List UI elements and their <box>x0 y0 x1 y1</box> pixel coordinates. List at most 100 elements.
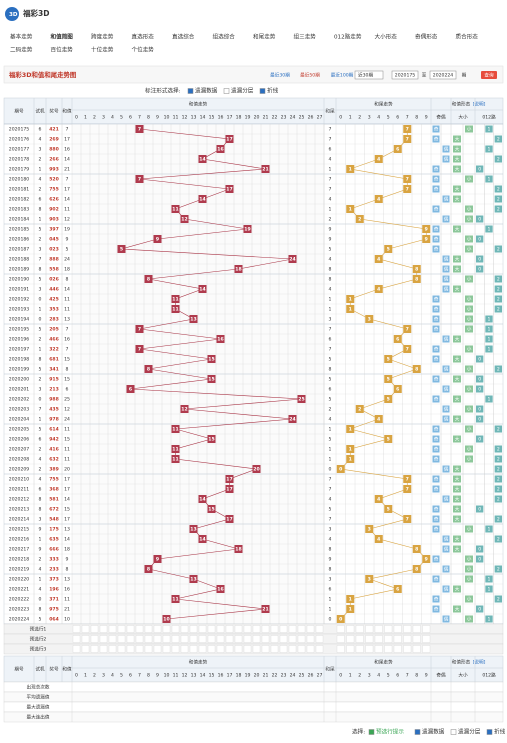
preselect-cell[interactable] <box>374 625 383 633</box>
checkbox[interactable] <box>187 88 194 94</box>
preselect-cell[interactable] <box>144 635 153 643</box>
nav-link[interactable]: 奇偶形态 <box>415 33 438 41</box>
period-select[interactable] <box>354 70 384 80</box>
preselect-cell[interactable] <box>384 645 393 653</box>
preselect-cell[interactable] <box>153 635 162 643</box>
preselect-cell[interactable] <box>171 625 180 633</box>
preselect-cell[interactable] <box>90 625 99 633</box>
preselect-cell[interactable] <box>336 635 345 643</box>
query-button[interactable] <box>481 71 497 79</box>
from-input[interactable] <box>391 70 419 80</box>
preselect-cell[interactable] <box>384 625 393 633</box>
preselect-cell[interactable] <box>153 645 162 653</box>
checkbox[interactable] <box>259 88 266 94</box>
option-label[interactable]: 遗漏数据 <box>195 87 218 95</box>
preselect-cell[interactable] <box>207 625 216 633</box>
preselect-cell[interactable] <box>252 635 261 643</box>
preselect-cell[interactable] <box>288 635 297 643</box>
preselect-cell[interactable] <box>270 625 279 633</box>
nav-link[interactable]: 组选综合 <box>213 33 236 41</box>
preselect-cell[interactable] <box>270 635 279 643</box>
preselect-cell[interactable] <box>403 625 412 633</box>
footer-option[interactable]: 遗漏分层 <box>458 728 481 736</box>
preselect-cell[interactable] <box>171 635 180 643</box>
footer-option[interactable]: 折线 <box>494 728 506 736</box>
preselect-cell[interactable] <box>393 625 402 633</box>
preselect-cell[interactable] <box>306 645 315 653</box>
nav-link[interactable]: 012路走势 <box>334 33 362 41</box>
preselect-cell[interactable] <box>117 635 126 643</box>
preselect-cell[interactable] <box>117 625 126 633</box>
preselect-cell[interactable] <box>412 645 421 653</box>
nav-link[interactable]: 组三走势 <box>294 33 317 41</box>
nav-link[interactable]: 和尾走势 <box>253 33 276 41</box>
preselect-cell[interactable] <box>162 625 171 633</box>
preselect-cell[interactable] <box>189 635 198 643</box>
preselect-cell[interactable] <box>355 635 364 643</box>
preselect-cell[interactable] <box>198 625 207 633</box>
nav-link[interactable]: 直选综合 <box>172 33 195 41</box>
nav-link[interactable]: 质合形态 <box>456 33 479 41</box>
preselect-cell[interactable] <box>216 625 225 633</box>
preselect-cell[interactable] <box>384 635 393 643</box>
preselect-cell[interactable] <box>346 625 355 633</box>
preselect-cell[interactable] <box>198 645 207 653</box>
preselect-cell[interactable] <box>189 645 198 653</box>
preselect-cell[interactable] <box>412 635 421 643</box>
preselect-cell[interactable] <box>99 635 108 643</box>
checkbox[interactable] <box>450 729 457 735</box>
preselect-cell[interactable] <box>243 635 252 643</box>
preselect-cell[interactable] <box>180 635 189 643</box>
footer-option[interactable]: 预选行提示 <box>376 728 404 736</box>
preselect-cell[interactable] <box>126 635 135 643</box>
preselect-cell[interactable] <box>153 625 162 633</box>
preselect-cell[interactable] <box>346 635 355 643</box>
preselect-cell[interactable] <box>365 645 374 653</box>
preselect-cell[interactable] <box>81 625 90 633</box>
preselect-cell[interactable] <box>365 635 374 643</box>
preselect-cell[interactable] <box>315 625 324 633</box>
preselect-cell[interactable] <box>144 625 153 633</box>
preselect-cell[interactable] <box>252 625 261 633</box>
preselect-cell[interactable] <box>336 645 345 653</box>
preselect-cell[interactable] <box>306 625 315 633</box>
preselect-cell[interactable] <box>393 645 402 653</box>
preselect-cell[interactable] <box>279 625 288 633</box>
nav-link[interactable]: 和值简图 <box>51 33 74 41</box>
preselect-cell[interactable] <box>135 635 144 643</box>
preselect-cell[interactable] <box>243 625 252 633</box>
preselect-cell[interactable] <box>315 635 324 643</box>
preselect-cell[interactable] <box>234 635 243 643</box>
preselect-cell[interactable] <box>207 645 216 653</box>
preselect-cell[interactable] <box>99 645 108 653</box>
nav-link[interactable]: 个位走势 <box>132 46 155 54</box>
option-label[interactable]: 折线 <box>267 87 279 95</box>
preselect-cell[interactable] <box>234 625 243 633</box>
preselect-cell[interactable] <box>180 625 189 633</box>
preselect-cell[interactable] <box>189 625 198 633</box>
preselect-cell[interactable] <box>315 645 324 653</box>
preselect-cell[interactable] <box>279 635 288 643</box>
preselect-cell[interactable] <box>117 645 126 653</box>
preselect-cell[interactable] <box>108 625 117 633</box>
nav-link[interactable]: 十位走势 <box>91 46 114 54</box>
nav-link[interactable]: 直选形态 <box>132 33 155 41</box>
preselect-cell[interactable] <box>403 635 412 643</box>
preselect-cell[interactable] <box>108 645 117 653</box>
preselect-cell[interactable] <box>162 645 171 653</box>
preselect-cell[interactable] <box>99 625 108 633</box>
preselect-cell[interactable] <box>270 645 279 653</box>
shape-note[interactable]: [说明] <box>473 659 486 666</box>
period-link[interactable]: 最近50期 <box>300 72 320 79</box>
option-label[interactable]: 遗漏分层 <box>231 87 254 95</box>
checkbox[interactable] <box>223 88 230 94</box>
preselect-cell[interactable] <box>355 625 364 633</box>
preselect-cell[interactable] <box>306 635 315 643</box>
preselect-cell[interactable] <box>90 645 99 653</box>
preselect-cell[interactable] <box>422 635 431 643</box>
nav-link[interactable]: 二码走势 <box>10 46 33 54</box>
preselect-cell[interactable] <box>225 625 234 633</box>
preselect-cell[interactable] <box>355 645 364 653</box>
preselect-cell[interactable] <box>279 645 288 653</box>
preselect-cell[interactable] <box>374 635 383 643</box>
